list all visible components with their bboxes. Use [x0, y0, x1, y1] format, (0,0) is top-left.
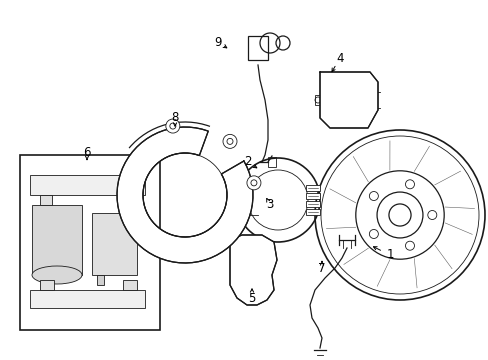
Polygon shape — [30, 175, 145, 195]
Text: 5: 5 — [248, 292, 255, 305]
Polygon shape — [117, 127, 252, 263]
Polygon shape — [123, 280, 137, 290]
Polygon shape — [32, 205, 82, 275]
Text: 2: 2 — [244, 156, 251, 168]
Polygon shape — [30, 290, 145, 308]
Bar — [20, 155, 160, 330]
Polygon shape — [314, 95, 321, 105]
Text: 6: 6 — [83, 147, 91, 159]
Bar — [305, 201, 319, 207]
Ellipse shape — [32, 266, 82, 284]
Bar — [247, 36, 267, 60]
Text: 8: 8 — [171, 112, 178, 125]
Bar — [305, 185, 319, 191]
Polygon shape — [40, 195, 52, 205]
Polygon shape — [40, 280, 54, 290]
Bar — [267, 157, 275, 167]
Bar — [305, 209, 319, 215]
Polygon shape — [92, 213, 137, 275]
Text: 3: 3 — [266, 198, 273, 211]
Bar — [305, 193, 319, 199]
Polygon shape — [319, 72, 377, 128]
Text: 9: 9 — [214, 36, 221, 49]
Polygon shape — [125, 195, 137, 205]
Circle shape — [246, 176, 261, 190]
Text: 4: 4 — [336, 51, 343, 64]
Text: 1: 1 — [386, 248, 393, 261]
Polygon shape — [97, 275, 104, 285]
Circle shape — [165, 119, 180, 133]
Text: 7: 7 — [318, 261, 325, 274]
Polygon shape — [229, 235, 276, 305]
Circle shape — [223, 134, 237, 148]
